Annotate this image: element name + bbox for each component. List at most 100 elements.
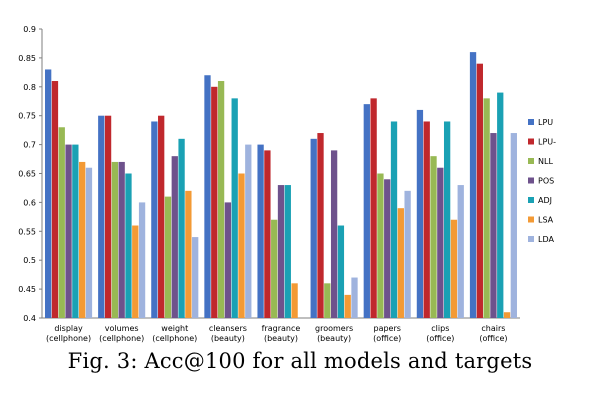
bar-lda-7 xyxy=(457,185,464,318)
category-label: fragrance xyxy=(262,324,301,333)
category-label: weight xyxy=(161,324,188,333)
bar-lsa-7 xyxy=(450,219,458,318)
legend-swatch xyxy=(528,236,534,242)
category-label: volumes xyxy=(105,324,139,333)
y-tick-label: 0.55 xyxy=(18,227,36,236)
bar-pos-1 xyxy=(118,161,125,318)
category-label: chairs xyxy=(481,324,505,333)
bar-lsa-8 xyxy=(503,312,511,318)
bar-lpu-1 xyxy=(98,115,105,318)
legend-swatch xyxy=(528,119,534,125)
bar-lda-8 xyxy=(510,133,517,318)
bar-lpu-6 xyxy=(370,98,377,318)
legend-label: LPU- xyxy=(538,138,556,147)
bar-lpu-8 xyxy=(469,52,477,319)
bar-pos-0 xyxy=(65,144,72,318)
bar-lda-0 xyxy=(85,167,93,318)
bar-pos-8 xyxy=(490,133,497,318)
bar-lpu-6 xyxy=(363,104,370,318)
category-sublabel: (beauty) xyxy=(264,334,298,343)
category-sublabel: (office) xyxy=(373,334,401,343)
legend-label: LSA xyxy=(538,216,554,225)
legend-swatch xyxy=(528,138,534,145)
legend-swatch xyxy=(528,216,534,223)
bar-pos-6 xyxy=(384,179,391,318)
bar-adj-8 xyxy=(497,92,504,318)
bar-lpu-2 xyxy=(158,115,165,318)
category-sublabel: (office) xyxy=(426,334,454,343)
bar-pos-7 xyxy=(437,167,444,318)
y-tick-label: 0.5 xyxy=(23,256,36,265)
category-sublabel: (cellphone) xyxy=(152,334,197,343)
bar-lpu-0 xyxy=(45,69,52,319)
bar-adj-6 xyxy=(390,121,398,318)
bar-nll-3 xyxy=(217,81,225,319)
bar-lpu-1 xyxy=(104,115,112,318)
bar-nll-0 xyxy=(58,127,65,318)
category-sublabel: (beauty) xyxy=(317,334,351,343)
bar-nll-6 xyxy=(377,173,384,318)
y-tick-label: 0.8 xyxy=(23,83,36,92)
bar-lsa-3 xyxy=(238,173,245,318)
bar-lda-3 xyxy=(245,144,252,318)
bar-pos-3 xyxy=(224,202,232,318)
bar-lda-1 xyxy=(138,202,146,318)
bar-adj-0 xyxy=(72,144,79,318)
bar-pos-2 xyxy=(171,156,178,318)
bar-adj-1 xyxy=(125,173,132,318)
category-label: papers xyxy=(374,324,401,333)
bar-lpu-8 xyxy=(476,63,483,319)
legend-label: LPU xyxy=(538,118,553,127)
legend-label: NLL xyxy=(538,157,553,166)
y-tick-label: 0.9 xyxy=(23,25,36,34)
legend-label: POS xyxy=(538,177,554,186)
bar-lpu-0 xyxy=(51,81,59,319)
bar-adj-3 xyxy=(231,98,238,318)
bar-pos-4 xyxy=(277,185,285,318)
category-sublabel: (office) xyxy=(479,334,507,343)
bar-lpu-2 xyxy=(151,121,158,318)
bar-lsa-2 xyxy=(185,190,192,318)
bar-lpu-5 xyxy=(317,133,324,318)
bar-lsa-0 xyxy=(79,161,86,318)
figure-caption: Fig. 3: Acc@100 for all models and targe… xyxy=(67,349,533,373)
y-tick-label: 0.6 xyxy=(23,198,36,207)
bar-adj-4 xyxy=(284,185,291,318)
category-sublabel: (cellphone) xyxy=(99,334,144,343)
y-tick-label: 0.75 xyxy=(18,112,36,121)
bar-lpu-4 xyxy=(257,144,264,318)
bar-adj-2 xyxy=(178,138,185,318)
bar-pos-5 xyxy=(330,150,338,318)
y-tick-label: 0.45 xyxy=(18,285,36,294)
bar-lpu-7 xyxy=(423,121,430,318)
bar-lpu-7 xyxy=(416,109,424,318)
bar-chart: 0.4 0.45 0.5 0.55 0.6 0.65 0.7 0.75 0.8 0.85 0.9 di… xyxy=(18,25,556,343)
bar-lpu-5 xyxy=(310,138,317,318)
y-tick-label: 0.7 xyxy=(23,141,36,150)
category-label: display xyxy=(54,324,83,333)
bar-lsa-1 xyxy=(132,225,139,318)
bar-lda-2 xyxy=(192,237,199,318)
bar-nll-8 xyxy=(483,98,490,318)
legend-swatch xyxy=(528,158,534,164)
bar-lpu-3 xyxy=(204,75,211,319)
y-tick-label: 0.65 xyxy=(18,170,36,179)
category-label: clips xyxy=(431,324,449,333)
bar-lsa-6 xyxy=(397,208,404,318)
bar-adj-7 xyxy=(443,121,451,318)
legend-swatch xyxy=(528,177,534,184)
legend-label: LDA xyxy=(538,235,554,244)
y-tick-label: 0.85 xyxy=(18,54,36,63)
bar-lsa-4 xyxy=(291,283,298,318)
bar-lda-6 xyxy=(404,190,411,318)
bar-nll-7 xyxy=(430,156,437,318)
bar-lda-5 xyxy=(351,277,358,318)
bar-adj-5 xyxy=(337,225,345,318)
legend-label: ADJ xyxy=(538,196,552,205)
bar-nll-5 xyxy=(324,283,331,318)
bar-nll-4 xyxy=(271,219,278,318)
bar-lpu-3 xyxy=(211,86,218,318)
category-label: groomers xyxy=(315,324,353,333)
legend-swatch xyxy=(528,197,534,203)
bar-lpu-4 xyxy=(264,150,271,318)
